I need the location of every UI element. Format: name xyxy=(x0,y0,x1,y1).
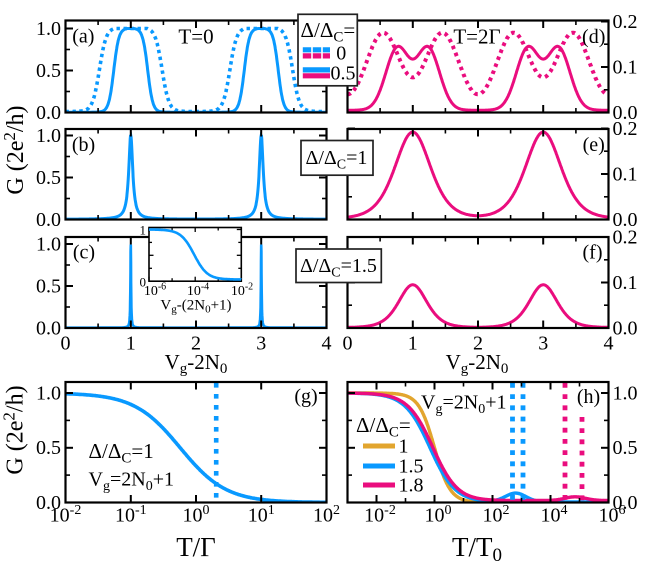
svg-text:0.2: 0.2 xyxy=(613,227,638,249)
svg-text:(h): (h) xyxy=(577,386,600,408)
svg-text:0.0: 0.0 xyxy=(36,492,61,514)
svg-text:Δ/ΔC=: Δ/ΔC= xyxy=(356,413,411,441)
svg-text:1.5: 1.5 xyxy=(399,456,424,478)
svg-text:2: 2 xyxy=(473,333,483,355)
svg-text:1: 1 xyxy=(399,436,409,458)
svg-text:0.1: 0.1 xyxy=(613,57,638,79)
svg-text:4: 4 xyxy=(604,333,614,355)
svg-text:0.5: 0.5 xyxy=(36,437,61,459)
svg-text:0.2: 0.2 xyxy=(613,11,638,33)
svg-text:0.0: 0.0 xyxy=(613,318,638,340)
svg-text:1: 1 xyxy=(140,223,147,238)
svg-text:Vg-(2N0+1): Vg-(2N0+1) xyxy=(160,298,231,316)
svg-text:Δ/ΔC=1: Δ/ΔC=1 xyxy=(306,147,368,173)
svg-text:0: 0 xyxy=(140,275,147,290)
svg-text:0.5: 0.5 xyxy=(36,60,61,82)
svg-text:Vg-2N0: Vg-2N0 xyxy=(165,350,228,377)
svg-text:0: 0 xyxy=(61,333,71,355)
svg-text:0.0: 0.0 xyxy=(36,102,61,124)
svg-text:T=0: T=0 xyxy=(178,25,213,49)
svg-text:1.0: 1.0 xyxy=(36,383,61,405)
svg-text:1.8: 1.8 xyxy=(399,475,424,497)
svg-text:Δ/ΔC=: Δ/ΔC= xyxy=(301,18,356,46)
svg-text:Vg=2N0+1: Vg=2N0+1 xyxy=(89,469,174,495)
svg-text:0.5: 0.5 xyxy=(331,63,356,85)
svg-text:Vg=2N0+1: Vg=2N0+1 xyxy=(421,392,506,418)
svg-text:0.0: 0.0 xyxy=(613,492,638,514)
svg-text:0: 0 xyxy=(343,333,353,355)
svg-text:0.0: 0.0 xyxy=(613,209,638,231)
svg-text:1.0: 1.0 xyxy=(36,234,61,256)
svg-text:(d): (d) xyxy=(582,26,605,48)
svg-text:0.5: 0.5 xyxy=(36,276,61,298)
svg-text:0.0: 0.0 xyxy=(36,209,61,231)
svg-text:Vg-2N0: Vg-2N0 xyxy=(446,350,509,377)
svg-text:0: 0 xyxy=(336,43,346,65)
svg-text:G (2e2/h): G (2e2/h) xyxy=(0,385,29,474)
svg-text:0.1: 0.1 xyxy=(613,272,638,294)
svg-text:0.2: 0.2 xyxy=(613,118,638,140)
svg-text:2: 2 xyxy=(191,333,201,355)
svg-text:1.0: 1.0 xyxy=(36,125,61,147)
svg-text:1: 1 xyxy=(408,333,418,355)
svg-text:0.0: 0.0 xyxy=(613,102,638,124)
svg-text:1.0: 1.0 xyxy=(36,18,61,40)
svg-text:4: 4 xyxy=(322,333,332,355)
svg-text:0.5: 0.5 xyxy=(36,167,61,189)
svg-text:(b): (b) xyxy=(72,134,95,156)
svg-text:1: 1 xyxy=(126,333,136,355)
svg-text:0.1: 0.1 xyxy=(613,164,638,186)
svg-text:T/T0: T/T0 xyxy=(452,532,502,564)
svg-text:1.0: 1.0 xyxy=(613,383,638,405)
svg-text:0.0: 0.0 xyxy=(36,318,61,340)
svg-text:Δ/ΔC=1: Δ/ΔC=1 xyxy=(89,439,154,467)
svg-text:(g): (g) xyxy=(294,386,317,408)
svg-text:T=2Γ: T=2Γ xyxy=(453,25,500,49)
svg-text:(e): (e) xyxy=(583,134,605,156)
svg-text:0.5: 0.5 xyxy=(613,437,638,459)
svg-text:(a): (a) xyxy=(72,26,94,48)
svg-text:3: 3 xyxy=(538,333,548,355)
svg-text:(f): (f) xyxy=(583,242,603,264)
svg-text:G (2e2/h): G (2e2/h) xyxy=(0,105,29,194)
svg-text:T/Γ: T/Γ xyxy=(176,532,216,562)
svg-text:(c): (c) xyxy=(73,242,95,264)
svg-text:3: 3 xyxy=(256,333,266,355)
